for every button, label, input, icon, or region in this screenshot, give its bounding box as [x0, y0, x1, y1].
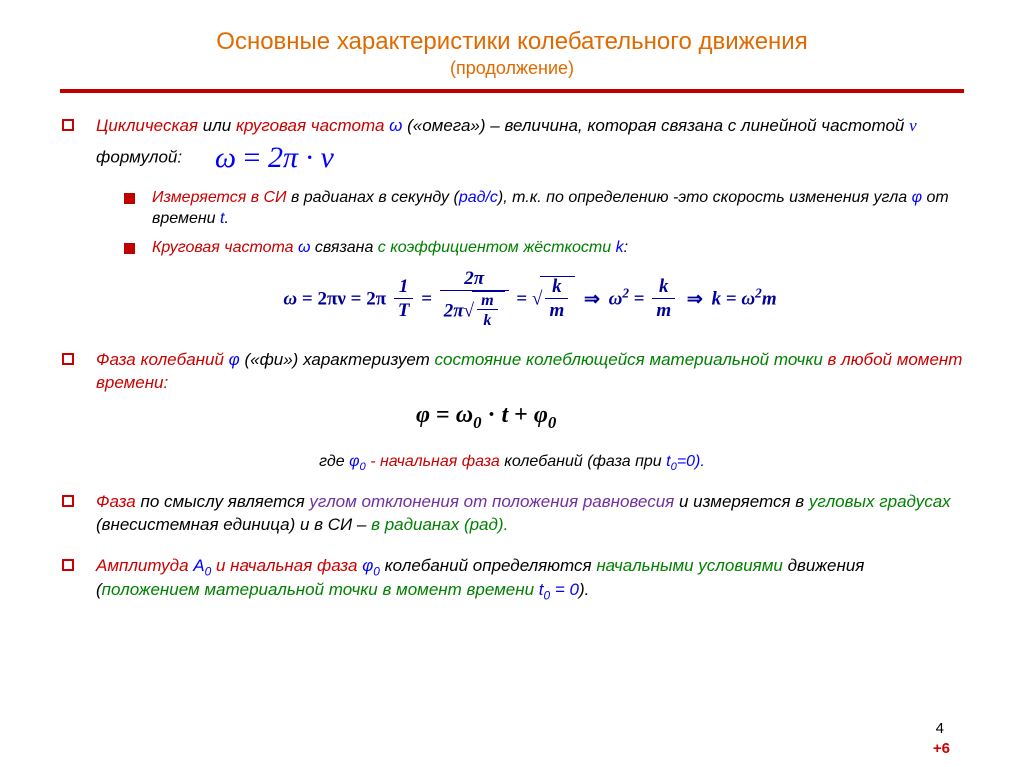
txt: и начальная фаза	[211, 556, 362, 575]
f: k	[712, 289, 722, 310]
slide-subtitle: (продолжение)	[60, 58, 964, 79]
divider	[60, 89, 964, 93]
f: =	[430, 402, 456, 428]
txt: ), т.к. по определению -это скорость изм…	[498, 189, 912, 206]
f: k	[477, 310, 498, 331]
f: k	[545, 277, 568, 299]
f: m	[477, 292, 498, 311]
txt: Фаза колебаний	[96, 350, 229, 369]
txt: - начальная фаза	[366, 453, 500, 470]
bullet-phase: Фаза колебаний φ («фи») характеризует со…	[60, 349, 964, 434]
omega-symbol: ω	[298, 239, 310, 256]
f: ω	[609, 289, 623, 310]
phi-symbol: φ	[229, 350, 240, 369]
txt: с коэффициентом жёсткости	[378, 239, 616, 256]
txt: = 0	[550, 580, 579, 599]
A-symbol: А	[193, 556, 204, 575]
bullet-stiffness: Круговая частота ω связана с коэффициент…	[124, 238, 964, 259]
f: ω	[456, 402, 473, 428]
plus-counter: +6	[933, 740, 950, 757]
f: φ	[416, 402, 430, 428]
f: φ	[534, 402, 548, 428]
nu-symbol: ν	[909, 116, 917, 135]
phi-symbol: φ	[912, 189, 922, 206]
txt: колебаний (фаза при	[500, 453, 666, 470]
f: =	[629, 289, 649, 310]
txt: и измеряется в	[674, 492, 809, 511]
f: 2π	[440, 269, 509, 291]
slide-title: Основные характеристики колебательного д…	[60, 28, 964, 56]
txt: связана	[310, 239, 377, 256]
phi-symbol: φ	[349, 453, 359, 470]
txt: рад/с	[459, 189, 498, 206]
formula-derivation: ω = 2πν = 2π 1T = 2π2π√mk = √km ⇒ ω2 = k…	[96, 269, 964, 332]
txt: круговая частота	[236, 116, 389, 135]
txt: («омега») – величина, которая связана с …	[402, 116, 909, 135]
txt: угловых градусах	[809, 492, 951, 511]
txt: колебаний определяются	[380, 556, 596, 575]
f: m	[762, 289, 777, 310]
f: +	[508, 402, 534, 428]
f: k	[652, 277, 675, 299]
f: m	[545, 299, 568, 324]
txt: Фаза	[96, 492, 136, 511]
f: 0	[548, 413, 556, 432]
txt: ).	[579, 580, 589, 599]
txt: в радианах в секунду (	[287, 189, 459, 206]
f: m	[652, 299, 675, 324]
f: =	[512, 289, 532, 310]
k-symbol: k	[616, 239, 624, 256]
txt: 0	[373, 564, 380, 578]
txt: =0).	[677, 453, 705, 470]
txt: (внесистемная единица) и в СИ –	[96, 515, 371, 534]
txt: или	[198, 116, 236, 135]
txt: .	[224, 210, 228, 227]
txt: формулой:	[96, 148, 182, 167]
f: 2π	[444, 300, 464, 321]
f: =	[721, 289, 741, 310]
f: T	[394, 299, 414, 324]
formula-phase: φ = ω0 · t + φ0	[416, 399, 964, 434]
f: = 2πν = 2π	[297, 289, 391, 310]
bullet-phase-angle: Фаза по смыслу является углом отклонения…	[60, 491, 964, 537]
txt: характеризует	[298, 350, 434, 369]
phi-symbol: φ	[362, 556, 373, 575]
f: ω	[741, 289, 755, 310]
txt: начальными условиями	[596, 556, 783, 575]
page-number: 4	[936, 720, 944, 737]
f: ·	[481, 402, 501, 428]
txt: Измеряется в СИ	[152, 189, 287, 206]
txt: где	[319, 453, 349, 470]
txt: Циклическая	[96, 116, 198, 135]
f: =	[236, 141, 268, 174]
bullet-amplitude: Амплитуда А0 и начальная фаза φ0 колебан…	[60, 555, 964, 604]
txt: Амплитуда	[96, 556, 193, 575]
f: 2π · ν	[268, 141, 334, 174]
arrow-icon: ⇒	[682, 289, 707, 310]
txt: в радианах (рад).	[371, 515, 508, 534]
txt: («фи»)	[240, 350, 299, 369]
txt: по смыслу является	[136, 492, 310, 511]
f: =	[416, 289, 436, 310]
txt: углом отклонения от положения равновесия	[309, 492, 674, 511]
f: 1	[394, 277, 414, 299]
note-initial-phase: где φ0 - начальная фаза колебаний (фаза …	[60, 453, 964, 473]
arrow-icon: ⇒	[579, 289, 604, 310]
bullet-cyclic-freq: ul.outer>li::before{border-color:#cc0000…	[60, 115, 964, 331]
txt: положением материальной точки в момент в…	[102, 580, 539, 599]
omega-symbol: ω	[389, 116, 402, 135]
formula-omega: ω = 2π · ν	[215, 138, 334, 179]
txt: Круговая частота	[152, 239, 298, 256]
txt: состояние колеблющейся материальной точк…	[434, 350, 822, 369]
txt: :	[624, 239, 628, 256]
f: ω	[215, 141, 236, 174]
f: ω	[283, 289, 297, 310]
bullet-si-units: Измеряется в СИ в радианах в секунду (ра…	[124, 188, 964, 230]
f: 2	[755, 285, 762, 300]
